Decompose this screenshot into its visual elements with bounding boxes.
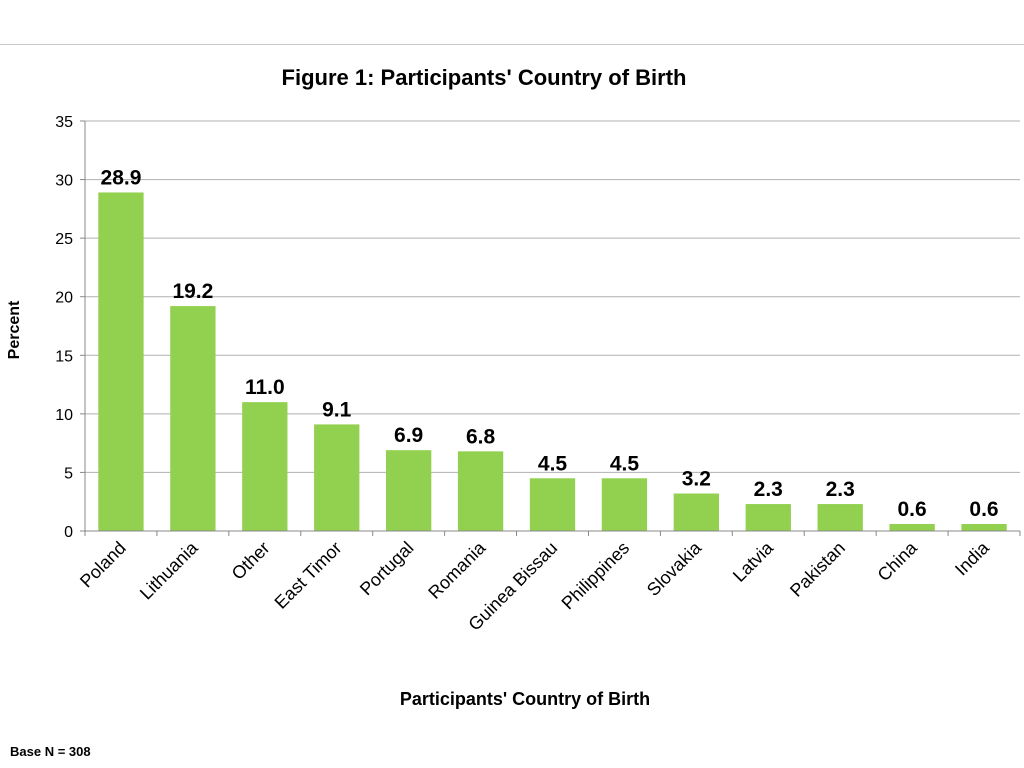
base-n-footnote: Base N = 308 [10, 744, 91, 759]
bar-romania [457, 451, 504, 531]
x-tick-label: India [951, 537, 993, 579]
y-axis-label: Percent [6, 300, 23, 359]
chart-title: Figure 1: Participants' Country of Birth [282, 65, 687, 90]
data-labels: 28.9 19.2 11.0 9.1 6.9 6.8 4.5 4.5 3.2 2.3 2.3 0.6 0… [101, 166, 999, 521]
bar-philippines [601, 478, 648, 531]
y-tick-label: 0 [64, 524, 73, 541]
y-tick-label: 5 [64, 465, 73, 482]
data-label: 9.1 [322, 398, 352, 421]
bars [98, 192, 1007, 531]
bar-latvia [745, 504, 791, 531]
bar-lithuania [170, 306, 216, 531]
top-divider [0, 44, 1024, 45]
x-tick-label: Poland [76, 538, 130, 592]
gridlines [85, 120, 1020, 473]
data-label: 2.3 [754, 478, 783, 501]
x-tick-label: Other [228, 538, 274, 584]
x-tick-label: Philippines [558, 538, 634, 614]
x-tick-label: Romania [424, 537, 490, 603]
data-label: 0.6 [898, 498, 927, 521]
bar-portugal [385, 450, 432, 531]
y-tick-label: 30 [55, 173, 73, 190]
data-label: 28.9 [101, 166, 142, 189]
data-label: 11.0 [245, 376, 285, 399]
bar-china [889, 523, 935, 531]
x-tick-label: Pakistan [786, 538, 849, 601]
bar-poland [98, 192, 144, 531]
x-tick-label: Slovakia [643, 537, 706, 600]
data-label: 6.8 [466, 425, 496, 448]
x-axis-label: Participants' Country of Birth [400, 689, 650, 709]
x-tick-label: Portugal [356, 538, 418, 600]
data-label: 3.2 [682, 468, 711, 491]
data-label: 19.2 [172, 280, 213, 303]
bar-slovakia [673, 493, 720, 531]
bar-india [961, 523, 1007, 531]
bar-other [242, 402, 288, 531]
x-tick-label: China [874, 537, 922, 585]
x-tick-label: East Timor [271, 538, 346, 613]
y-tick-label: 15 [55, 348, 73, 365]
bar-chart: Figure 1: Participants' Country of Birth… [6, 65, 1021, 709]
data-label: 6.9 [394, 424, 423, 447]
y-tick-label: 20 [55, 290, 73, 307]
bar-east-timor [314, 424, 360, 531]
bar-pakistan [817, 504, 863, 531]
data-label: 0.6 [969, 498, 998, 521]
data-label: 2.3 [826, 478, 855, 501]
bar-guinea-bissau [529, 478, 576, 531]
y-axis-ticks: 0 5 10 15 20 25 30 35 [55, 114, 85, 541]
data-label: 4.5 [610, 452, 640, 475]
data-label: 4.5 [538, 452, 568, 475]
y-tick-label: 35 [55, 114, 73, 131]
y-tick-label: 10 [55, 407, 73, 424]
x-tick-label: Latvia [729, 537, 778, 586]
x-tick-label: Lithuania [136, 537, 203, 604]
y-tick-label: 25 [55, 231, 73, 248]
